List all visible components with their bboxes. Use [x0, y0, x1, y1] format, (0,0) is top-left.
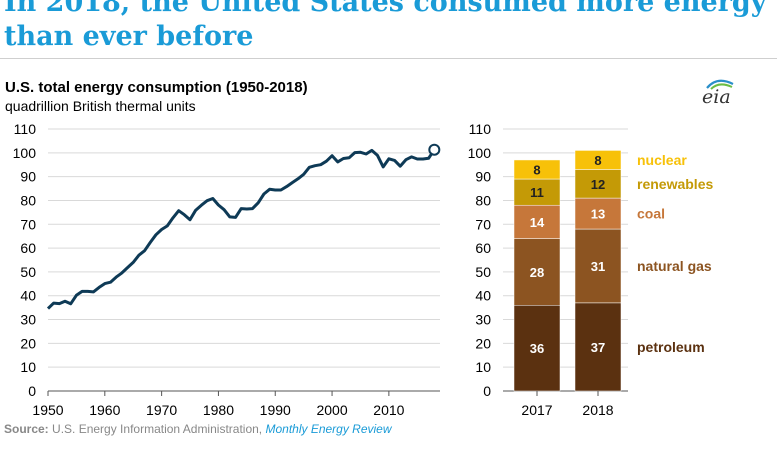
bar-value-label: 31	[591, 259, 605, 274]
y-tick-label: 40	[475, 288, 491, 304]
bar-value-label: 12	[591, 177, 605, 192]
legend-natural-gas: natural gas	[637, 258, 712, 274]
eia-logo: eia	[702, 86, 731, 108]
y-tick-label: 0	[483, 383, 491, 399]
y-tick-label: 90	[475, 169, 491, 185]
data-point-2018	[428, 143, 441, 156]
legend-coal: coal	[637, 206, 665, 222]
bar-value-label: 14	[530, 215, 545, 230]
y-tick-label: 20	[475, 335, 491, 351]
legend-petroleum: petroleum	[637, 339, 705, 355]
legend-nuclear: nuclear	[637, 152, 687, 168]
bar-natural-gas-2017	[513, 238, 561, 306]
x-tick-label: 1950	[32, 402, 63, 418]
source-label: Source:	[4, 422, 49, 436]
line-chart: 0 10 20 30 40 50 60 70 80 90 100 110 1950 1960 1970 198…	[13, 121, 441, 418]
legend-renewables: renewables	[637, 176, 713, 192]
y-tick-label: 30	[20, 312, 36, 328]
bar-value-label: 28	[530, 265, 544, 280]
y-tick-label: 20	[20, 335, 36, 351]
y-tick-label: 80	[20, 192, 36, 208]
bar-coal-2017	[513, 204, 561, 239]
bar-renewables-2017	[513, 178, 561, 206]
y-tick-label: 90	[20, 169, 36, 185]
bar-value-label: 37	[591, 340, 605, 355]
y-tick-label: 70	[475, 216, 491, 232]
y-tick-label: 10	[475, 359, 491, 375]
source-publication-link[interactable]: Monthly Energy Review	[265, 422, 392, 436]
x-tick-label: 1960	[89, 402, 120, 418]
y-tick-label: 60	[475, 240, 491, 256]
bar-value-label: 8	[594, 153, 601, 168]
y-tick-label: 100	[468, 145, 492, 161]
source-note: Source: U.S. Energy Information Administ…	[4, 422, 392, 436]
x-tick-label: 1990	[260, 402, 291, 418]
x-tick-label: 1970	[146, 402, 177, 418]
y-tick-label: 50	[20, 264, 36, 280]
bar-value-label: 11	[530, 185, 544, 200]
chart-units: quadrillion British thermal units	[5, 98, 196, 114]
chart-title: U.S. total energy consumption (1950-2018…	[5, 79, 308, 96]
bar-renewables-2018	[574, 169, 622, 199]
y-tick-label: 100	[13, 145, 37, 161]
x-tick-label: 2018	[582, 402, 613, 418]
y-tick-label: 50	[475, 264, 491, 280]
x-tick-label: 2010	[373, 402, 404, 418]
consumption-line	[46, 148, 436, 310]
headline: In 2018, the United States consumed more…	[4, 0, 767, 52]
y-tick-label: 110	[469, 121, 492, 137]
y-tick-label: 60	[20, 240, 36, 256]
bar-nuclear-2017	[513, 159, 561, 180]
bar-value-label: 8	[533, 162, 540, 177]
y-tick-label: 80	[475, 192, 491, 208]
x-tick-label: 1980	[203, 402, 234, 418]
y-tick-label: 0	[28, 383, 36, 399]
source-text: U.S. Energy Information Administration,	[52, 422, 263, 436]
bar-value-label: 36	[530, 341, 544, 356]
y-tick-label: 40	[20, 288, 36, 304]
headline-divider	[0, 58, 777, 59]
x-tick-label: 2000	[316, 402, 347, 418]
bar-nuclear-2018	[574, 150, 622, 170]
x-tick-label: 2017	[521, 402, 552, 418]
bar-natural-gas-2018	[574, 228, 622, 304]
y-tick-label: 70	[20, 216, 36, 232]
stacked-bar-chart: 0 10 20 30 40 50 60 70 80 90 100 110 36 28 14 11 8 2017 37…	[468, 121, 714, 418]
y-tick-label: 10	[20, 359, 36, 375]
bar-value-label: 13	[591, 207, 605, 222]
y-tick-label: 110	[14, 121, 37, 137]
y-tick-label: 30	[475, 312, 491, 328]
eia-logo-arc-icon	[706, 79, 734, 90]
